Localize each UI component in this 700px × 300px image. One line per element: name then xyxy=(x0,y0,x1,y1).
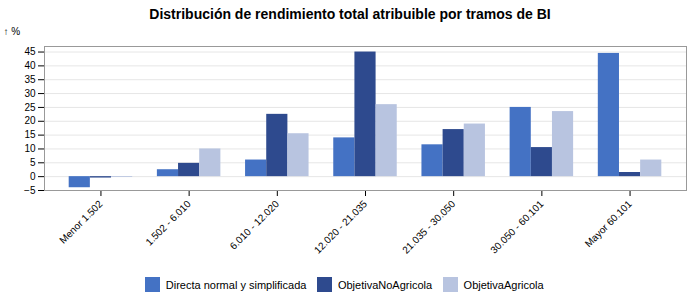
svg-text:15: 15 xyxy=(24,129,36,140)
svg-text:5: 5 xyxy=(30,157,36,168)
svg-text:10: 10 xyxy=(24,143,36,154)
svg-text:Mayor 60.101: Mayor 60.101 xyxy=(583,198,634,249)
svg-text:25: 25 xyxy=(24,102,36,113)
svg-text:30.050 - 60.101: 30.050 - 60.101 xyxy=(488,198,546,256)
svg-text:↑ %: ↑ % xyxy=(4,26,21,37)
svg-text:0: 0 xyxy=(30,171,36,182)
svg-text:1.502 - 6.010: 1.502 - 6.010 xyxy=(143,198,193,248)
html-text:ObjetivaNoAgricola: ObjetivaNoAgricola xyxy=(337,278,433,291)
svg-text:12.020 - 21.035: 12.020 - 21.035 xyxy=(312,198,370,256)
svg-text:Menor 1.502: Menor 1.502 xyxy=(57,198,105,246)
svg-text:35: 35 xyxy=(24,74,36,85)
svg-text:20: 20 xyxy=(24,115,36,126)
svg-text:−5: −5 xyxy=(24,185,36,196)
svg-text:30: 30 xyxy=(24,88,36,99)
html-text:Directa normal y simplificada: Directa normal y simplificada xyxy=(165,278,307,291)
svg-text:40: 40 xyxy=(24,60,36,71)
html-text:ObjetivaAgricola: ObjetivaAgricola xyxy=(463,278,544,291)
html-text:Distribución de rendimiento to: Distribución de rendimiento total atribu… xyxy=(149,6,551,22)
svg-text:21.035 - 30.050: 21.035 - 30.050 xyxy=(400,198,458,256)
svg-text:45: 45 xyxy=(24,46,36,57)
svg-text:6.010 - 12.020: 6.010 - 12.020 xyxy=(228,198,282,252)
